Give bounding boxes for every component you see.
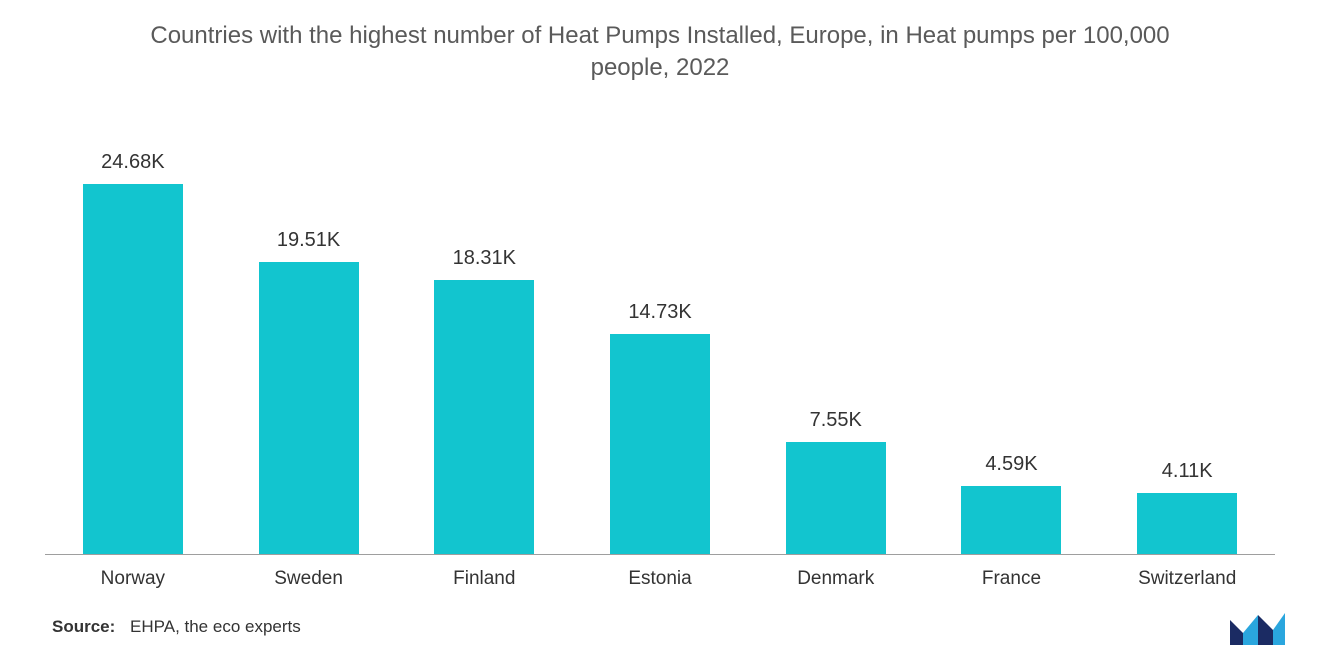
chart-plot-area: 24.68K 19.51K 18.31K 14.73K 7.55K 4.59K 4.11K	[45, 150, 1275, 555]
chart-container: Countries with the highest number of Hea…	[0, 0, 1320, 665]
x-axis-label: Estonia	[572, 558, 748, 590]
bar-value-label: 7.55K	[810, 409, 862, 432]
bar	[786, 442, 886, 555]
x-axis-label: France	[924, 558, 1100, 590]
bar-value-label: 19.51K	[277, 229, 340, 252]
bar-value-label: 18.31K	[453, 247, 516, 270]
x-axis-line	[45, 554, 1275, 555]
bar	[1137, 493, 1237, 555]
bar-group: 14.73K	[572, 150, 748, 555]
x-axis-label: Denmark	[748, 558, 924, 590]
x-axis-label: Finland	[396, 558, 572, 590]
source-line: Source: EHPA, the eco experts	[52, 617, 301, 637]
bar-value-label: 24.68K	[101, 151, 164, 174]
bar	[610, 334, 710, 555]
bar-value-label: 4.59K	[985, 453, 1037, 476]
bar-group: 18.31K	[396, 150, 572, 555]
brand-logo	[1230, 605, 1285, 645]
bar-value-label: 4.11K	[1162, 460, 1213, 483]
source-text: EHPA, the eco experts	[130, 617, 301, 636]
bars-row: 24.68K 19.51K 18.31K 14.73K 7.55K 4.59K 4.11K	[45, 150, 1275, 555]
x-axis-label: Switzerland	[1099, 558, 1275, 590]
x-axis-label: Sweden	[221, 558, 397, 590]
chart-title: Countries with the highest number of Hea…	[0, 20, 1320, 85]
bar-group: 7.55K	[748, 150, 924, 555]
bar	[961, 486, 1061, 555]
bar-group: 4.59K	[924, 150, 1100, 555]
bar-group: 19.51K	[221, 150, 397, 555]
bar-group: 24.68K	[45, 150, 221, 555]
bar-value-label: 14.73K	[628, 301, 691, 324]
bar	[83, 184, 183, 555]
bar	[434, 280, 534, 555]
x-axis-labels: NorwaySwedenFinlandEstoniaDenmarkFranceS…	[45, 558, 1275, 590]
source-label: Source:	[52, 617, 115, 636]
bar-group: 4.11K	[1099, 150, 1275, 555]
bar	[259, 262, 359, 555]
x-axis-label: Norway	[45, 558, 221, 590]
